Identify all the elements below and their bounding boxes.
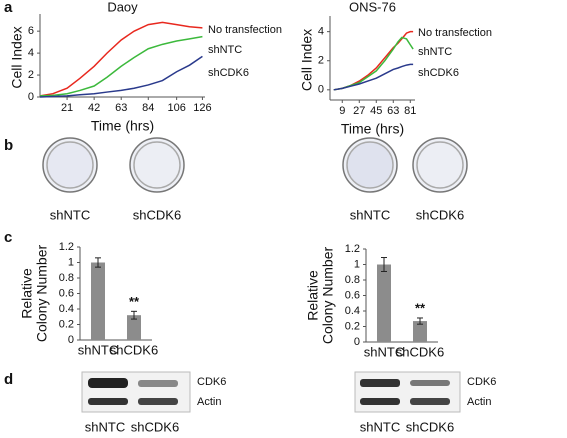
y-tick-label: 0 <box>318 84 324 96</box>
y-tick-label: 0 <box>28 91 34 103</box>
y-axis-label: Relative <box>19 268 35 319</box>
y-tick-label: 0.6 <box>345 289 360 301</box>
y-tick-label: 1 <box>354 258 360 270</box>
y-axis-label: Colony Number <box>320 247 336 345</box>
panel-label: b <box>4 137 13 154</box>
x-tick-label: 45 <box>370 105 382 117</box>
y-tick-label: 2 <box>318 55 324 67</box>
y-tick-label: 1.2 <box>59 241 74 253</box>
x-tick-label: 63 <box>115 102 127 114</box>
bar <box>413 321 427 342</box>
y-axis-label: Relative <box>305 270 321 321</box>
band-label: Actin <box>467 396 491 408</box>
bar <box>377 264 391 342</box>
legend-label: shNTC <box>418 46 452 58</box>
y-tick-label: 4 <box>28 47 34 59</box>
x-tick-label: 84 <box>142 102 154 114</box>
x-tick-label: 81 <box>404 105 416 117</box>
x-tick-label: 27 <box>353 105 365 117</box>
x-tick-label: shCDK6 <box>110 342 158 357</box>
y-tick-label: 0.6 <box>59 287 74 299</box>
lane-label: shCDK6 <box>406 419 454 434</box>
dish-label: shCDK6 <box>416 207 464 222</box>
y-tick-label: 2 <box>28 69 34 81</box>
x-axis-label: Time (hrs) <box>341 121 404 137</box>
y-axis-label: Colony Number <box>34 245 50 343</box>
y-axis-label: Cell Index <box>9 26 25 88</box>
dish-label: shCDK6 <box>133 207 181 222</box>
x-tick-label: shNTC <box>78 342 118 357</box>
band-label: CDK6 <box>467 376 496 388</box>
panel-label: a <box>4 0 13 16</box>
x-tick-label: 106 <box>167 102 185 114</box>
series-line <box>39 55 203 98</box>
legend-label: No transfection <box>418 27 492 39</box>
x-tick-label: shNTC <box>364 344 404 359</box>
legend-label: shCDK6 <box>208 67 249 79</box>
x-tick-label: shCDK6 <box>396 344 444 359</box>
y-tick-label: 0 <box>354 336 360 348</box>
y-tick-label: 6 <box>28 25 34 37</box>
series-line <box>333 36 414 91</box>
x-tick-label: 21 <box>61 102 73 114</box>
y-tick-label: 0.4 <box>59 303 74 315</box>
x-tick-label: 126 <box>193 102 211 114</box>
x-axis-label: Time (hrs) <box>91 118 154 134</box>
chart-title: ONS-76 <box>349 0 396 14</box>
blot <box>81 371 461 413</box>
y-tick-label: 1 <box>68 256 74 268</box>
panel-label: c <box>4 229 12 246</box>
series-line <box>39 21 203 97</box>
y-tick-label: 0 <box>68 334 74 346</box>
x-tick-label: 42 <box>88 102 100 114</box>
y-tick-label: 0.8 <box>59 272 74 284</box>
y-tick-label: 0.2 <box>59 318 74 330</box>
y-tick-label: 4 <box>318 26 324 38</box>
y-tick-label: 0.8 <box>345 274 360 286</box>
y-axis-label: Cell Index <box>299 29 315 91</box>
series-line <box>39 35 203 97</box>
y-tick-label: 1.2 <box>345 243 360 255</box>
series-line <box>333 30 414 91</box>
bar <box>91 262 105 340</box>
y-tick-label: 0.4 <box>345 305 360 317</box>
legend-label: shNTC <box>208 44 242 56</box>
annotation: ** <box>129 294 140 309</box>
y-tick-label: 0.2 <box>345 320 360 332</box>
x-tick-label: 63 <box>387 105 399 117</box>
chart-title: Daoy <box>107 0 138 14</box>
dish-label: shNTC <box>350 207 390 222</box>
panel-label: d <box>4 371 13 388</box>
band-label: CDK6 <box>197 376 226 388</box>
lane-label: shNTC <box>360 419 400 434</box>
colony-dishes <box>42 137 468 193</box>
dish-label: shNTC <box>50 207 90 222</box>
x-tick-label: 9 <box>339 105 345 117</box>
lane-label: shCDK6 <box>131 419 179 434</box>
band-label: Actin <box>197 396 221 408</box>
legend-label: No transfection <box>208 24 282 36</box>
annotation: ** <box>415 300 426 315</box>
bar <box>127 315 141 340</box>
series-line <box>333 63 414 91</box>
lane-label: shNTC <box>85 419 125 434</box>
legend-label: shCDK6 <box>418 67 459 79</box>
